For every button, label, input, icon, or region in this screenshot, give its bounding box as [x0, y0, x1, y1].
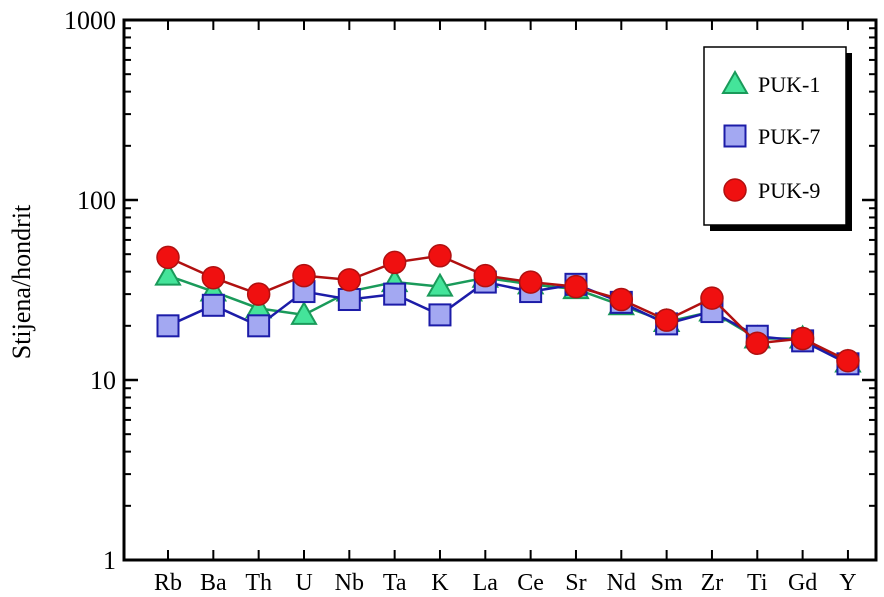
data-point: [518, 270, 543, 294]
legend-label: PUK-1: [758, 72, 820, 97]
data-point: [473, 263, 498, 288]
x-category-label: Y: [839, 570, 856, 596]
y-tick-label: 10: [90, 366, 116, 395]
x-category-label: Nd: [607, 570, 636, 596]
data-point: [201, 293, 225, 317]
data-point: [292, 263, 316, 288]
data-point: [700, 286, 724, 310]
series-layer: [154, 244, 862, 376]
data-point: [790, 326, 815, 351]
legend-marker: [721, 69, 749, 94]
legend-marker: [723, 124, 747, 148]
data-point: [246, 282, 271, 306]
data-point: [836, 348, 860, 373]
x-category-label: Ba: [200, 570, 227, 596]
y-axis-title: Stijena/hondrit: [7, 204, 36, 359]
data-point: [564, 274, 588, 299]
x-category-label: Gd: [788, 570, 817, 596]
legend-label: PUK-9: [758, 178, 820, 203]
x-category-label: K: [431, 570, 449, 596]
data-point: [428, 303, 452, 327]
data-point: [428, 244, 452, 268]
x-category-label: Ti: [747, 570, 768, 596]
data-point: [201, 265, 226, 290]
data-point: [337, 288, 361, 312]
data-point: [156, 245, 180, 270]
x-category-label: Sm: [651, 570, 683, 596]
x-category-label: Ce: [517, 570, 544, 596]
data-point: [426, 272, 454, 297]
data-point: [654, 308, 679, 332]
series-puk-9: [156, 244, 860, 373]
data-point: [290, 300, 318, 325]
data-point: [247, 314, 271, 338]
y-axis-ticks: 1 10 100 1000: [64, 6, 876, 575]
y-tick-label: 1000: [64, 6, 116, 35]
series-line: [167, 280, 849, 365]
x-category-label: La: [473, 570, 499, 596]
x-category-label: Sr: [565, 570, 586, 596]
y-tick-label: 1: [103, 546, 116, 575]
data-point: [745, 331, 770, 356]
series-line: [167, 254, 849, 362]
data-point: [383, 282, 407, 306]
x-category-label: Th: [245, 570, 272, 596]
legend: PUK-1 PUK-7 PUK-9: [703, 46, 852, 231]
x-category-label: U: [295, 570, 312, 596]
y-tick-label: 100: [77, 186, 116, 215]
data-point: [337, 268, 362, 292]
legend-label: PUK-7: [758, 124, 820, 149]
data-point: [154, 261, 182, 286]
data-point: [156, 314, 180, 338]
legend-marker: [723, 178, 747, 202]
x-category-label: Ta: [383, 570, 407, 596]
data-point: [609, 287, 634, 312]
x-category-label: Rb: [154, 570, 182, 596]
x-category-label: Zr: [701, 570, 724, 596]
x-category-label: Nb: [335, 570, 364, 596]
x-axis-ticks: Rb Ba Th U Nb Ta K La Ce Sr Nd Sm Zr Ti Gd Y: [154, 20, 857, 596]
data-point: [382, 250, 407, 275]
